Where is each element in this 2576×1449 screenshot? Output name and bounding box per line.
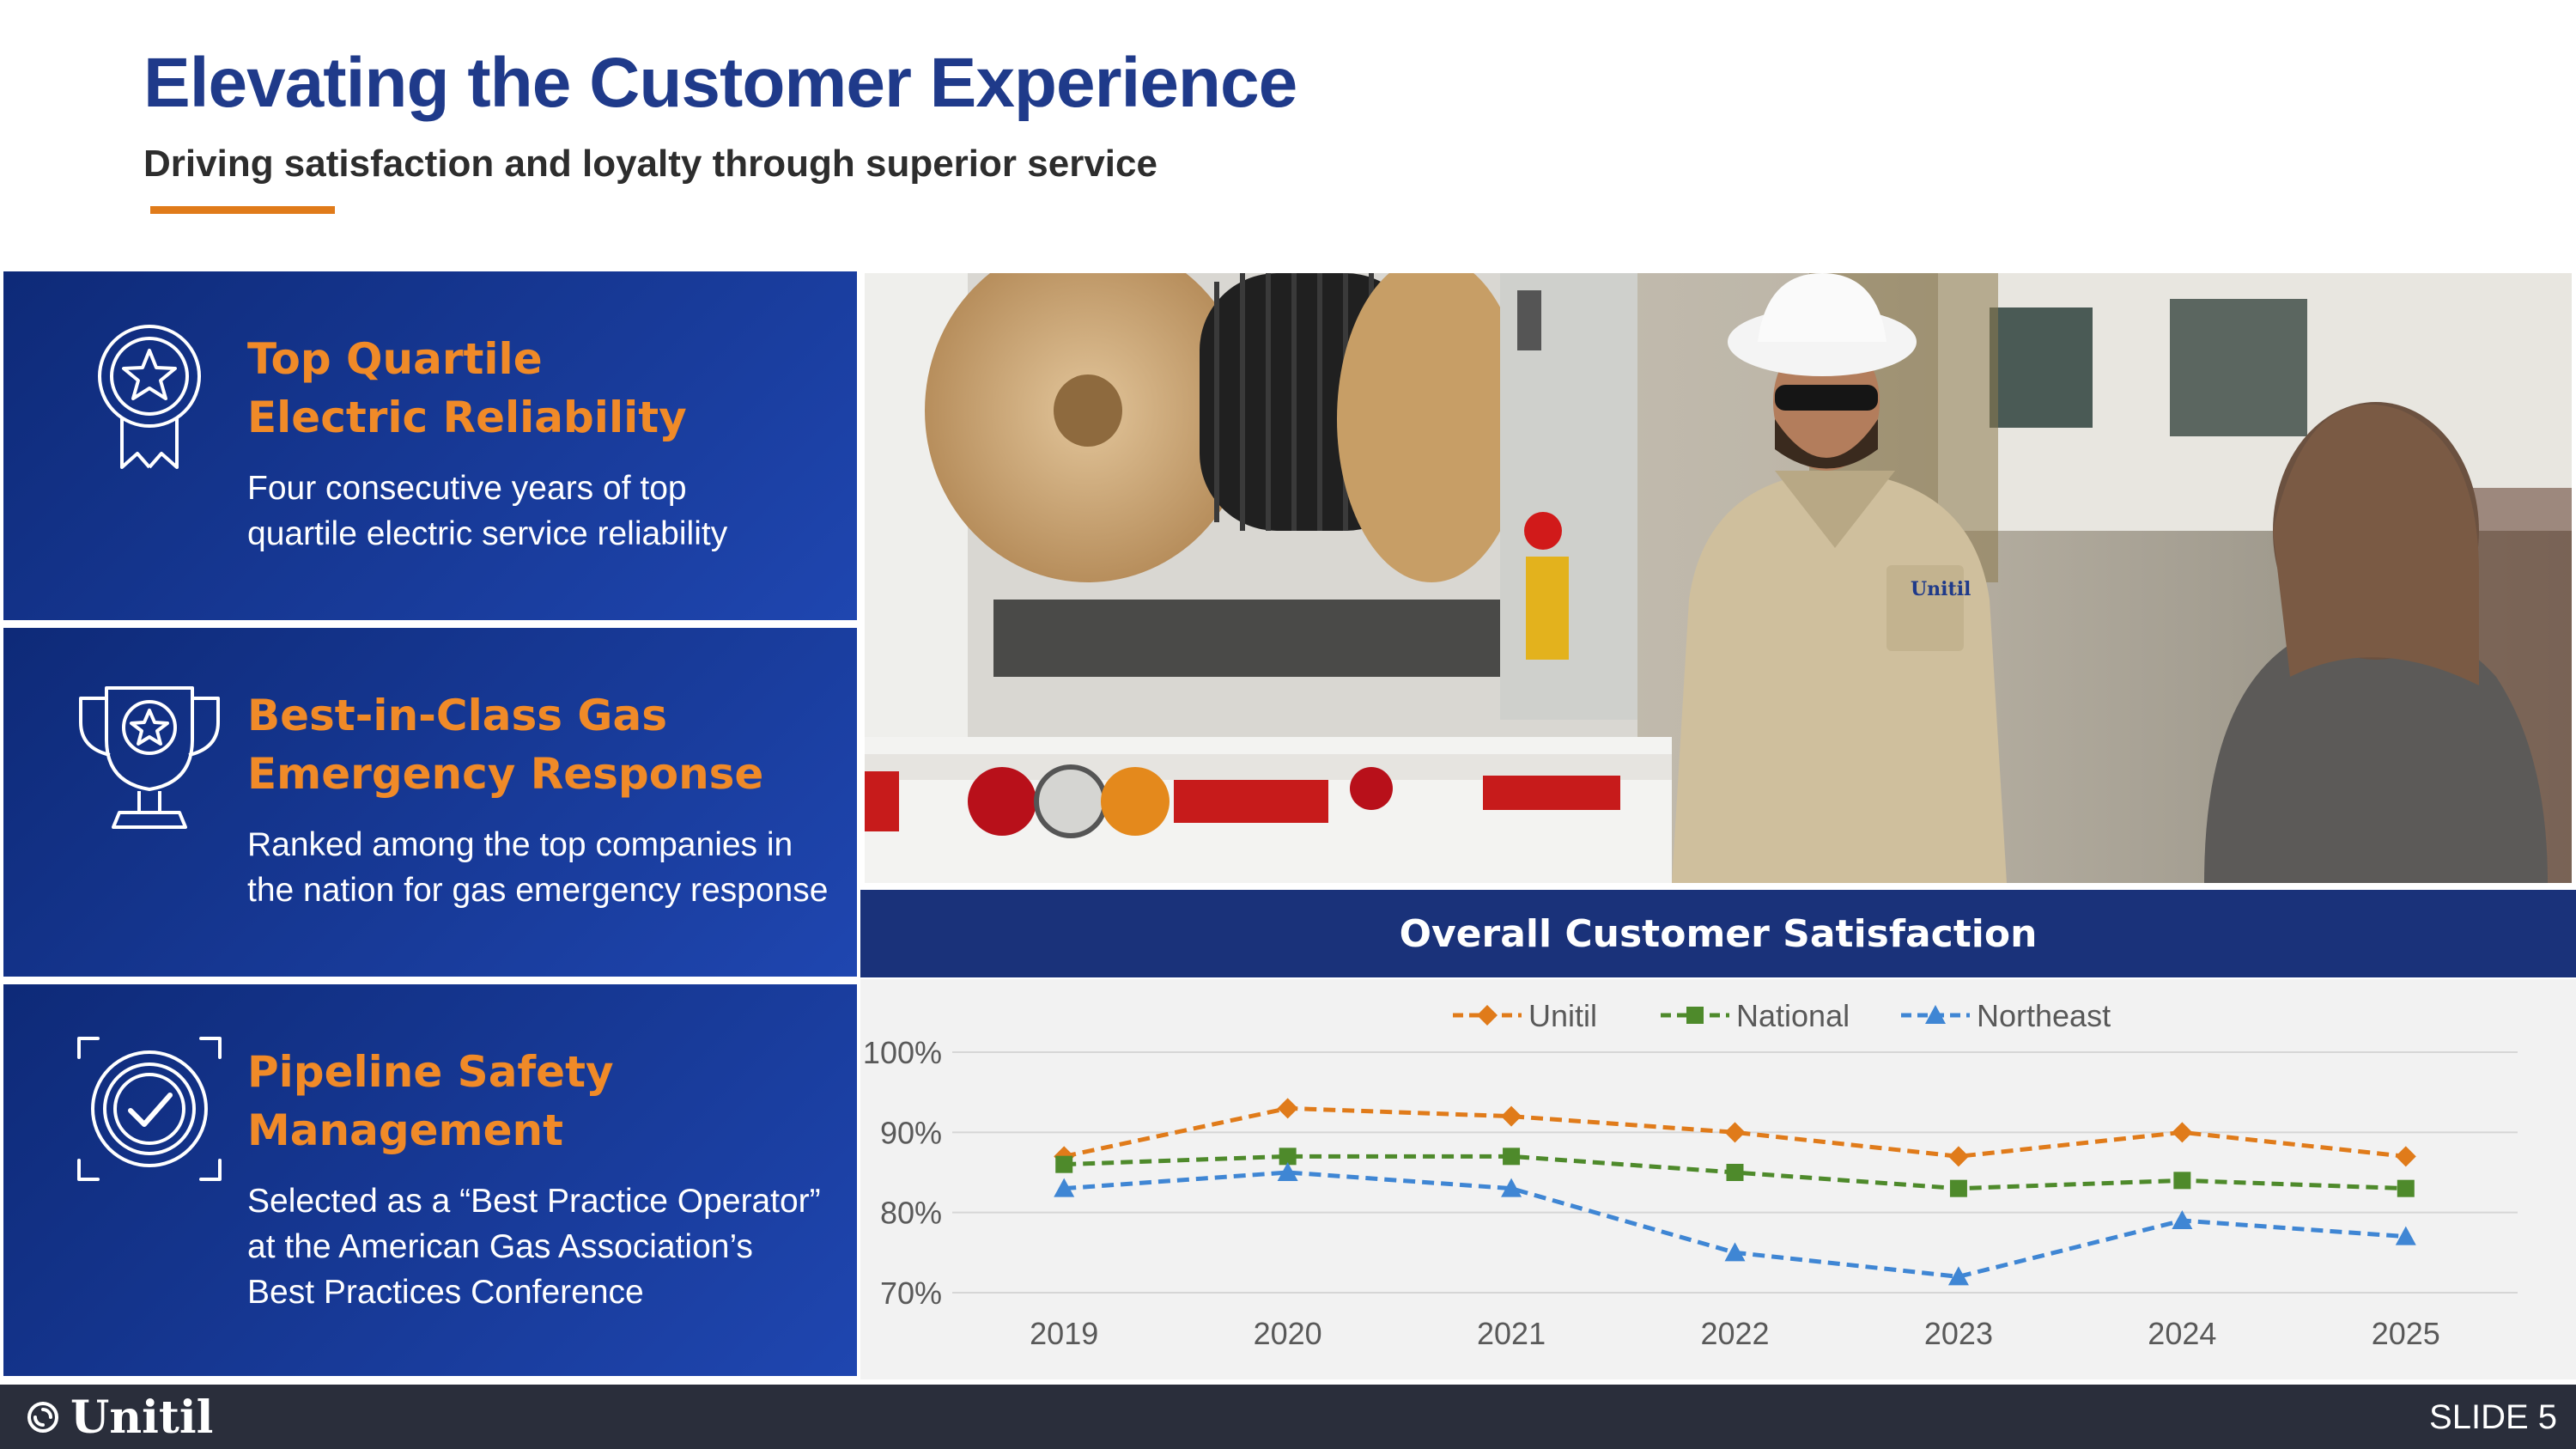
data-point (1724, 1122, 1746, 1143)
data-point (1947, 1266, 1969, 1286)
highlight-description: Four consecutive years of top quartile el… (247, 470, 728, 552)
highlight-heading: Pipeline Safety Management (247, 1047, 614, 1155)
data-point (1501, 1105, 1522, 1127)
line-chart-svg: 70% 80% 90% 100% 2019 2020 2021 2022 2023 2024 20… (863, 998, 2518, 1351)
data-point (1055, 1155, 1073, 1173)
legend-marker (1686, 1007, 1704, 1024)
highlight-panel-pipeline-safety: Pipeline Safety Management Selected as a … (3, 984, 857, 1376)
y-tick-label: 70% (880, 1275, 942, 1311)
legend-entry: National (1661, 998, 1850, 1033)
series-national (1055, 1148, 2415, 1197)
page-subtitle: Driving satisfaction and loyalty through… (143, 143, 1157, 185)
data-point (2173, 1172, 2191, 1190)
title-accent-line (150, 206, 335, 214)
photo-illustration: Unitil (865, 273, 2572, 883)
safety-check-icon (77, 1037, 222, 1181)
data-point (2395, 1146, 2416, 1167)
data-point (1277, 1098, 1298, 1119)
data-point (1947, 1146, 1969, 1167)
logo-text: Unitil (70, 1391, 214, 1444)
data-point (2172, 1122, 2193, 1143)
x-tick-label: 2019 (1030, 1316, 1098, 1351)
highlight-description: Ranked among the top companies in the nat… (247, 826, 829, 909)
legend-entry: Northeast (1901, 998, 2111, 1033)
x-tick-label: 2023 (1924, 1316, 1993, 1351)
x-tick-label: 2022 (1700, 1316, 1769, 1351)
x-tick-label: 2025 (2372, 1316, 2440, 1351)
data-point (1726, 1164, 1744, 1181)
legend-entry: Unitil (1453, 998, 1597, 1033)
x-tick-label: 2024 (2148, 1316, 2216, 1351)
highlight-heading: Top Quartile Electric Reliability (247, 334, 687, 442)
highlight-heading: Best-in-Class Gas Emergency Response (247, 691, 764, 799)
data-point (2395, 1226, 2416, 1245)
highlight-description: Selected as a “Best Practice Operator” at… (247, 1183, 821, 1311)
series-northeast (1054, 1162, 2416, 1286)
trophy-star-icon (79, 686, 220, 829)
shirt-logo-text: Unitil (1911, 578, 1971, 600)
slide-number: SLIDE 5 (2429, 1398, 2557, 1436)
highlight-panel-gas-response: Best-in-Class Gas Emergency Response Rank… (3, 628, 857, 977)
y-tick-label: 100% (863, 1035, 942, 1070)
highlight-panel-reliability: Top Quartile Electric Reliability Four co… (3, 271, 857, 620)
y-tick-label: 80% (880, 1196, 942, 1231)
unitil-swirl-icon (27, 1402, 58, 1433)
data-point (1949, 1179, 1967, 1197)
page-title: Elevating the Customer Experience (143, 44, 1297, 122)
legend-label: National (1736, 998, 1850, 1033)
data-point (1724, 1242, 1746, 1262)
data-point (1277, 1162, 1298, 1181)
award-ribbon-star-icon (98, 325, 201, 469)
data-point (1501, 1178, 1522, 1197)
data-point (2172, 1210, 2193, 1229)
data-point (1279, 1148, 1297, 1166)
y-tick-label: 90% (880, 1115, 942, 1150)
satisfaction-chart: 70% 80% 90% 100% 2019 2020 2021 2022 2023 2024 20… (860, 979, 2576, 1379)
legend-marker (1925, 1005, 1946, 1024)
company-logo: Unitil (24, 1391, 214, 1444)
footer-bar: Unitil SLIDE 5 (0, 1385, 2576, 1449)
x-tick-label: 2021 (1477, 1316, 1546, 1351)
data-point (2397, 1179, 2415, 1197)
chart-title: Overall Customer Satisfaction (860, 890, 2576, 977)
legend-marker (1477, 1005, 1498, 1026)
legend-label: Unitil (1528, 998, 1597, 1033)
data-point (1503, 1148, 1521, 1166)
data-point (1054, 1178, 1075, 1197)
legend-label: Northeast (1977, 998, 2111, 1033)
utility-worker-photo: Unitil (865, 273, 2572, 883)
x-tick-label: 2020 (1254, 1316, 1322, 1351)
